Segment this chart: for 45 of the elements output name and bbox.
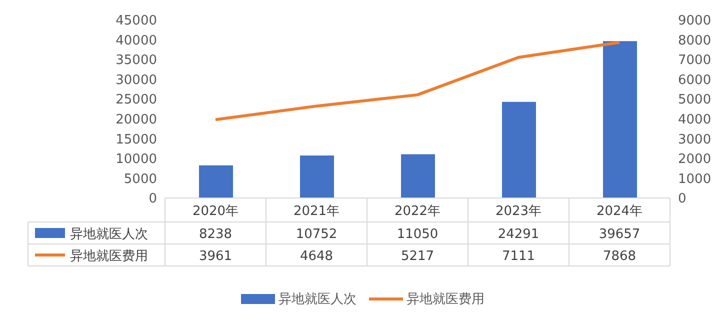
y-tick-label: 15000 — [116, 132, 157, 148]
bar — [401, 154, 435, 198]
y-tick-label: 5000 — [124, 172, 157, 187]
data-label: 11050 — [396, 227, 438, 242]
x-tick-label: 2020年 — [192, 204, 239, 220]
data-label: 10752 — [296, 227, 338, 242]
legend-label: 异地就医费用 — [70, 249, 148, 264]
x-tick-label: 2023年 — [495, 204, 542, 220]
text: 异地就医费用 — [406, 292, 484, 307]
y2-tick-label: 9000 — [678, 14, 712, 29]
data-label: 8238 — [198, 227, 232, 242]
data-label: 4648 — [300, 249, 334, 264]
text: 异地就医人次 — [278, 292, 356, 307]
data-label: 24291 — [498, 227, 540, 242]
y2-tick-label: 4000 — [678, 112, 712, 128]
x-tick-label: 2024年 — [596, 204, 643, 220]
y-tick-label: 0 — [148, 192, 157, 207]
legend-label: 异地就医人次 — [70, 227, 148, 242]
x-tick-label: 2021年 — [293, 204, 340, 220]
data-label: 5217 — [400, 249, 434, 264]
y2-tick-label: 2000 — [678, 152, 712, 168]
bar — [199, 165, 233, 198]
bar — [502, 102, 536, 198]
y-tick-label: 20000 — [116, 112, 157, 128]
y-tick-label: 10000 — [116, 152, 157, 168]
y2-tick-label: 8000 — [678, 33, 712, 48]
data-label: 7111 — [502, 249, 536, 264]
y2-tick-label: 3000 — [678, 132, 712, 148]
y2-tick-label: 7000 — [678, 53, 712, 68]
x-tick-label: 2022年 — [394, 204, 441, 220]
y-tick-label: 25000 — [116, 92, 157, 108]
data-label: 3961 — [198, 249, 232, 264]
y2-tick-label: 1000 — [678, 172, 712, 187]
y-tick-label: 45000 — [116, 14, 157, 29]
y2-tick-label: 6000 — [678, 72, 712, 88]
bar — [603, 41, 637, 198]
bar — [300, 155, 334, 198]
data-label: 39657 — [598, 227, 640, 242]
y-tick-label: 35000 — [116, 53, 157, 68]
y2-tick-label: 5000 — [678, 92, 712, 108]
y2-tick-label: 0 — [678, 192, 686, 207]
data-label: 7868 — [602, 249, 636, 264]
line-series — [214, 40, 621, 122]
y-tick-label: 40000 — [116, 33, 157, 48]
y-tick-label: 30000 — [116, 72, 157, 88]
